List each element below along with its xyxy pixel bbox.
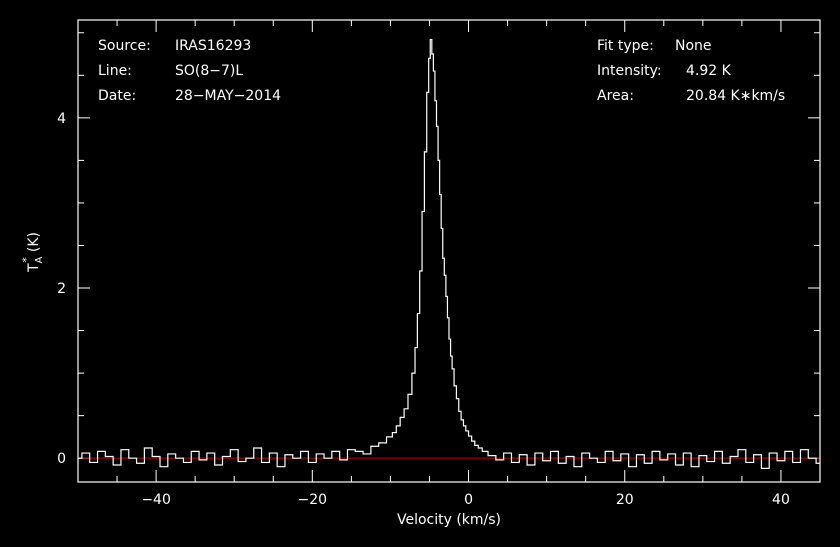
info-line-label: Line:: [98, 63, 132, 79]
x-tick-label: 20: [616, 492, 634, 508]
x-axis-label: Velocity (km/s): [397, 512, 501, 528]
info-area-label: Area:: [597, 88, 634, 104]
info-date-value: 28−MAY−2014: [175, 88, 281, 104]
x-tick-label: −40: [141, 492, 171, 508]
info-line-value: SO(8−7)L: [175, 63, 243, 79]
axis-ticks: [77, 20, 821, 482]
y-axis-label-sub: A: [34, 256, 45, 263]
y-axis-label: TA* (K): [20, 232, 45, 273]
y-axis-label-main: T: [26, 263, 42, 273]
info-intensity-label: Intensity:: [597, 63, 662, 79]
x-tick-label: 40: [772, 492, 790, 508]
info-fit-value: None: [675, 38, 712, 54]
y-tick-label: 4: [57, 111, 66, 127]
y-axis-label-super: *: [20, 257, 33, 263]
svg-text:TA*(K): TA* (K): [20, 232, 45, 273]
info-date-label: Date:: [98, 88, 136, 104]
y-axis-label-unit: (K): [26, 232, 42, 252]
y-tick-label: 2: [57, 281, 66, 297]
axis-tick-labels: −40 −20 0 20 40 0 2 4: [57, 111, 790, 508]
x-tick-label: −20: [298, 492, 328, 508]
info-left: Source: IRAS16293 Line: SO(8−7)L Date: 2…: [98, 38, 281, 104]
info-area-value: 20.84 K∗km/s: [686, 88, 785, 104]
spectrum-series-line: [78, 38, 820, 469]
info-source-label: Source:: [98, 38, 151, 54]
info-source-value: IRAS16293: [175, 38, 251, 54]
info-fit-label: Fit type:: [597, 38, 654, 54]
x-tick-label: 0: [464, 492, 473, 508]
plot-frame: [77, 19, 821, 483]
info-right: Fit type: None Intensity: 4.92 K Area: 2…: [597, 38, 785, 104]
info-intensity-value: 4.92 K: [686, 63, 732, 79]
y-tick-label: 0: [57, 451, 66, 467]
